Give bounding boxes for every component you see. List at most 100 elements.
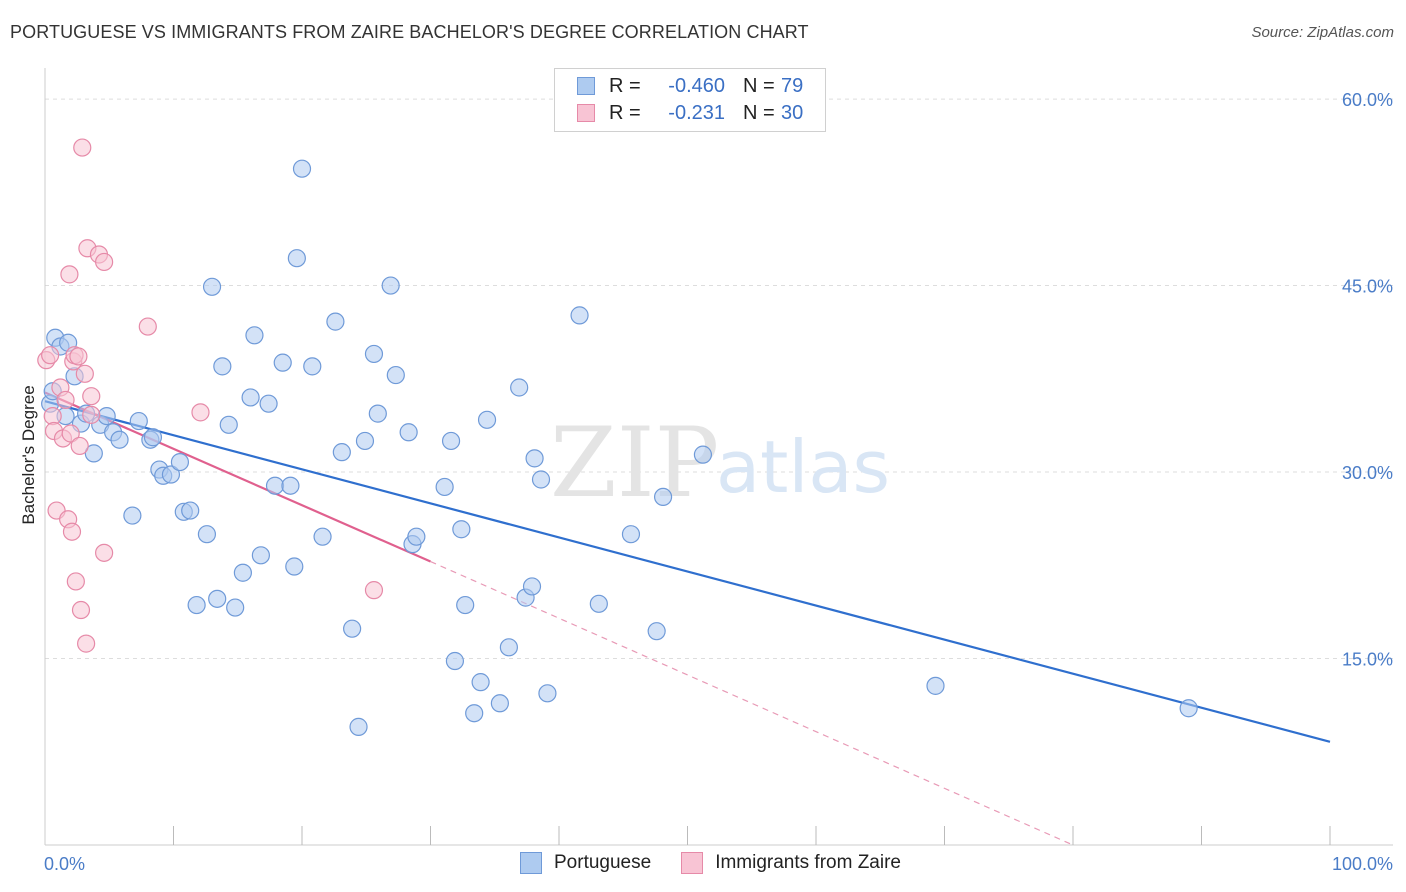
point-portuguese[interactable] — [381, 276, 400, 295]
point-portuguese[interactable] — [525, 449, 544, 468]
legend-n-value: 30 — [781, 101, 804, 124]
point-portuguese[interactable] — [349, 717, 368, 736]
point-portuguese[interactable] — [647, 622, 666, 641]
point-portuguese[interactable] — [399, 423, 418, 442]
point-zaire[interactable] — [61, 424, 80, 443]
point-portuguese[interactable] — [265, 476, 285, 495]
legend-item-portuguese[interactable]: Portuguese — [520, 852, 651, 874]
point-zaire[interactable] — [71, 600, 91, 620]
point-portuguese[interactable] — [693, 445, 713, 464]
point-portuguese[interactable] — [197, 525, 217, 544]
point-portuguese[interactable] — [219, 415, 238, 434]
point-zaire[interactable] — [82, 387, 101, 406]
legend-row-zaire: R = -0.231 N = 30 — [577, 100, 803, 126]
point-portuguese[interactable] — [281, 476, 300, 495]
series-legend: Portuguese Immigrants from Zaire — [520, 852, 931, 874]
legend-r-value: -0.460 — [668, 74, 725, 97]
point-portuguese[interactable] — [213, 357, 232, 376]
point-portuguese[interactable] — [490, 694, 509, 713]
point-zaire[interactable] — [191, 403, 210, 422]
point-portuguese[interactable] — [285, 557, 304, 576]
point-portuguese[interactable] — [287, 249, 306, 268]
point-portuguese[interactable] — [589, 594, 608, 613]
legend-r-label: R = — [609, 101, 641, 124]
point-zaire[interactable] — [66, 572, 85, 591]
legend-n-label: N = — [743, 101, 775, 124]
point-portuguese[interactable] — [326, 312, 345, 331]
point-zaire[interactable] — [75, 364, 94, 383]
point-portuguese[interactable] — [202, 277, 222, 296]
point-portuguese[interactable] — [653, 487, 673, 507]
point-portuguese[interactable] — [226, 598, 245, 617]
point-portuguese[interactable] — [313, 527, 332, 546]
point-portuguese[interactable] — [123, 506, 142, 525]
point-portuguese[interactable] — [522, 577, 542, 596]
point-portuguese[interactable] — [441, 431, 461, 451]
legend-swatch-zaire — [681, 852, 704, 874]
legend-n-label: N = — [743, 74, 775, 97]
point-portuguese[interactable] — [510, 378, 529, 397]
point-portuguese[interactable] — [161, 465, 181, 484]
y-tick-label: 15.0% — [1342, 650, 1393, 670]
point-portuguese[interactable] — [292, 159, 312, 178]
point-portuguese[interactable] — [110, 430, 129, 449]
point-portuguese[interactable] — [187, 595, 206, 615]
point-portuguese[interactable] — [259, 394, 278, 413]
point-portuguese[interactable] — [445, 651, 465, 671]
point-portuguese[interactable] — [241, 388, 260, 407]
point-portuguese[interactable] — [570, 306, 589, 325]
point-portuguese[interactable] — [208, 589, 227, 608]
point-zaire[interactable] — [41, 346, 60, 365]
point-portuguese[interactable] — [233, 563, 252, 582]
point-portuguese[interactable] — [129, 411, 148, 431]
point-zaire[interactable] — [82, 405, 101, 424]
point-zaire[interactable] — [60, 265, 79, 284]
point-zaire[interactable] — [95, 543, 114, 562]
point-portuguese[interactable] — [407, 527, 426, 546]
point-zaire[interactable] — [364, 581, 384, 600]
point-portuguese[interactable] — [273, 353, 292, 372]
point-portuguese[interactable] — [368, 404, 387, 423]
point-portuguese[interactable] — [499, 638, 518, 657]
point-portuguese[interactable] — [621, 525, 641, 544]
point-portuguese[interactable] — [926, 676, 945, 695]
point-portuguese[interactable] — [364, 344, 384, 364]
correlation-legend: R = -0.460 N = 79 R = -0.231 N = 30 — [554, 68, 826, 132]
point-portuguese[interactable] — [1179, 699, 1198, 718]
point-zaire[interactable] — [62, 522, 82, 541]
point-portuguese[interactable] — [386, 365, 405, 385]
chart-title: PORTUGUESE VS IMMIGRANTS FROM ZAIRE BACH… — [10, 22, 809, 42]
legend-swatch-zaire — [577, 104, 595, 122]
legend-item-zaire[interactable]: Immigrants from Zaire — [681, 852, 901, 874]
y-tick-label: 45.0% — [1342, 277, 1393, 297]
point-portuguese[interactable] — [181, 501, 200, 520]
point-portuguese[interactable] — [456, 595, 475, 615]
x-tick-label: 100.0% — [1332, 854, 1393, 874]
point-zaire[interactable] — [69, 347, 88, 366]
point-portuguese[interactable] — [465, 704, 484, 723]
point-portuguese[interactable] — [538, 684, 557, 703]
point-portuguese[interactable] — [332, 443, 351, 462]
point-portuguese[interactable] — [303, 357, 322, 376]
point-portuguese[interactable] — [477, 410, 497, 429]
trend-line-portuguese — [44, 400, 1331, 743]
point-portuguese[interactable] — [84, 444, 103, 463]
point-portuguese[interactable] — [143, 428, 163, 447]
point-zaire[interactable] — [95, 252, 114, 272]
point-portuguese[interactable] — [435, 477, 454, 497]
point-zaire[interactable] — [138, 317, 157, 336]
point-portuguese[interactable] — [343, 619, 362, 638]
point-portuguese[interactable] — [452, 520, 471, 539]
point-zaire[interactable] — [70, 436, 89, 456]
point-zaire[interactable] — [56, 390, 75, 410]
point-portuguese[interactable] — [170, 452, 190, 472]
point-zaire[interactable] — [77, 634, 96, 653]
point-portuguese[interactable] — [355, 431, 375, 451]
legend-r-label: R = — [609, 74, 641, 97]
point-zaire[interactable] — [73, 138, 92, 157]
point-portuguese[interactable] — [97, 406, 116, 426]
point-portuguese[interactable] — [251, 546, 270, 565]
point-portuguese[interactable] — [531, 470, 551, 489]
point-portuguese[interactable] — [245, 326, 264, 345]
point-portuguese[interactable] — [471, 673, 490, 692]
